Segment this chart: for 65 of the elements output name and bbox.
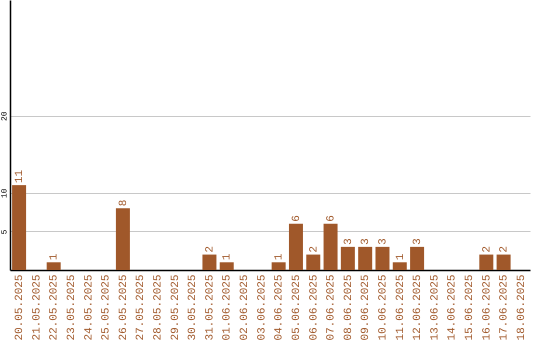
x-tick-label: 06.06.2025	[308, 274, 320, 340]
y-tick-label: 20	[0, 111, 10, 122]
x-tick-label: 01.06.2025	[222, 274, 234, 340]
data-label: 6	[290, 215, 303, 222]
x-tick-label: 07.06.2025	[326, 274, 338, 340]
bar	[46, 262, 61, 270]
data-label: 3	[360, 238, 372, 245]
x-tick-label: 24.05.2025	[83, 274, 96, 340]
x-tick-label: 22.05.2025	[48, 274, 61, 340]
x-tick-label: 28.05.2025	[152, 274, 165, 340]
bar	[479, 254, 494, 270]
bar	[392, 262, 407, 270]
x-tick-label: 14.06.2025	[446, 274, 459, 340]
x-tick-label: 18.06.2025	[516, 274, 528, 340]
bar	[358, 246, 372, 270]
data-label: 3	[342, 238, 355, 245]
x-tick-label: 30.05.2025	[187, 274, 200, 340]
data-label: 11	[14, 170, 26, 184]
x-tick-label: 05.06.2025	[290, 274, 303, 340]
bar	[375, 246, 390, 270]
data-label: 8	[118, 200, 130, 206]
x-tick-label: 09.06.2025	[360, 274, 372, 340]
bar	[496, 254, 511, 270]
data-label: 3	[412, 238, 424, 245]
bar	[288, 224, 303, 270]
data-label: 2	[481, 246, 494, 253]
data-label: 2	[308, 246, 320, 253]
x-tick-label: 08.06.2025	[342, 274, 355, 340]
x-tick-label: 27.05.2025	[135, 274, 148, 340]
bar	[202, 254, 216, 270]
x-tick-label: 21.05.2025	[31, 274, 44, 340]
x-tick-label: 11.06.2025	[394, 274, 407, 340]
data-label: 2	[204, 246, 216, 253]
bar	[12, 185, 26, 270]
data-label: 3	[377, 238, 390, 245]
bar	[410, 246, 424, 270]
bar	[116, 208, 130, 270]
x-tick-label: 23.05.2025	[66, 274, 78, 340]
x-tick-label: 13.06.2025	[429, 274, 442, 340]
x-tick-label: 03.06.2025	[256, 274, 268, 340]
x-tick-label: 12.06.2025	[412, 274, 424, 340]
x-tick-label: 10.06.2025	[377, 274, 390, 340]
y-tick-label: 10	[0, 188, 10, 198]
x-tick-label: 04.06.2025	[274, 274, 286, 340]
x-tick-label: 20.05.2025	[14, 274, 26, 340]
bar	[272, 262, 286, 270]
y-tick-label: 5	[0, 229, 10, 234]
bar	[340, 246, 355, 270]
data-label: 1	[222, 253, 234, 260]
x-tick-label: 16.06.2025	[481, 274, 494, 340]
x-tick-label: 29.05.2025	[170, 274, 182, 340]
bar	[306, 254, 320, 270]
x-tick-label: 17.06.2025	[498, 274, 511, 340]
x-tick-label: 02.06.2025	[239, 274, 252, 340]
data-label: 1	[274, 253, 286, 260]
x-tick-label: 31.05.2025	[204, 274, 216, 340]
data-label: 1	[48, 253, 61, 260]
bar	[324, 224, 338, 270]
data-label: 6	[326, 215, 338, 222]
data-label: 2	[498, 246, 511, 253]
bar	[220, 262, 234, 270]
x-tick-label: 26.05.2025	[118, 274, 130, 340]
data-label: 1	[394, 253, 407, 260]
x-tick-label: 15.06.2025	[464, 274, 476, 340]
x-tick-label: 25.05.2025	[100, 274, 113, 340]
